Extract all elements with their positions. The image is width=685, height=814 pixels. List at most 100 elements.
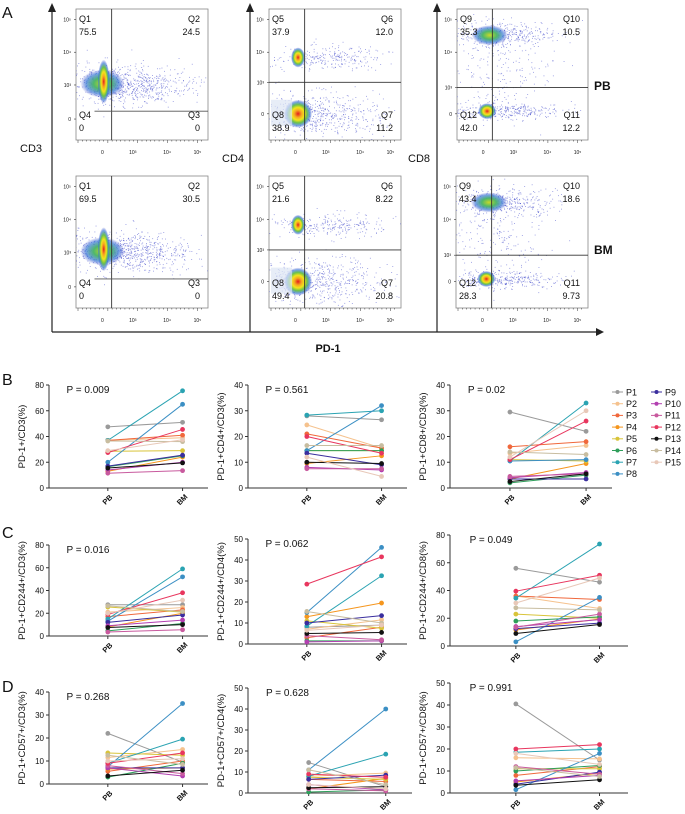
y-axis-label: PD-1+/CD3(%)	[17, 405, 28, 469]
data-point	[583, 439, 589, 445]
data-point	[583, 476, 589, 482]
series-line	[107, 599, 183, 614]
series-line	[308, 769, 386, 786]
data-point	[304, 581, 310, 587]
quadrant-name: Q10	[563, 14, 580, 24]
y-tick-label: 0	[40, 780, 45, 789]
quadrant-name: Q12	[459, 278, 476, 288]
series-line	[515, 607, 600, 611]
y-tick-label: 0	[239, 484, 244, 493]
x-tick-label: 10⁴	[356, 318, 364, 324]
y-axis-label: PD-1+CD4+/CD3(%)	[216, 392, 227, 480]
series-line	[509, 459, 587, 462]
series-P14	[306, 767, 389, 787]
line-chart-D1: 0 10 20 30 40 PB BM PD-1+CD57+/CD3(%) P = 0.268	[17, 688, 208, 803]
quadrant-value: 49.4	[272, 291, 290, 301]
series-P3	[507, 439, 589, 450]
y-axis-label: PD-1+CD57+/CD8(%)	[418, 691, 429, 784]
y-tick-label: 10³	[257, 80, 265, 86]
data-point	[180, 747, 185, 752]
data-point	[379, 637, 384, 643]
series-P15	[105, 597, 185, 616]
series-line	[306, 631, 382, 634]
series-P15	[306, 782, 389, 792]
series-P7	[105, 736, 185, 766]
quadrant-name: Q7	[381, 278, 393, 288]
x-tick-label: 10⁵	[574, 318, 582, 324]
line-chart-B3: 0 10 20 30 40 PB BM PD-1+CD8+/CD3(%) P = 0.02	[418, 381, 612, 507]
legend-item-P7: P7	[612, 458, 637, 468]
quadrant-value: 0	[79, 123, 84, 133]
series-line	[515, 752, 600, 765]
quadrant-name: Q12	[460, 110, 477, 120]
flow-y-label-cd4: CD4	[222, 153, 244, 165]
y-tick-label: 40	[35, 433, 44, 442]
data-point	[597, 617, 602, 623]
y-tick-label: 20	[35, 609, 44, 618]
x-tick-label: BM	[175, 492, 190, 507]
data-point	[180, 566, 185, 572]
data-point	[507, 474, 513, 479]
quadrant-name: Q5	[272, 181, 284, 191]
x-tick-label: PB	[301, 797, 315, 811]
y-tick-label: 40	[35, 688, 44, 697]
quadrant-name: Q4	[79, 278, 91, 288]
series-line	[515, 765, 600, 772]
legend-label: P5	[626, 434, 637, 444]
legend-marker	[615, 460, 620, 465]
legend-label: P15	[665, 458, 681, 468]
y-tick-label: 40	[234, 556, 243, 565]
series-P8	[105, 401, 185, 465]
series-P15	[105, 437, 185, 454]
flow-plot-1: Q1 75.5 Q2 24.5 Q4 0 Q3 0 0 10³ 10⁴ 10⁵ 10⁵ 10⁴ 10³ 0	[63, 8, 209, 156]
series-P15	[513, 751, 602, 767]
series-line	[306, 410, 382, 416]
x-tick-label: PB	[509, 650, 523, 664]
y-tick-label: 80	[35, 381, 44, 390]
series-line	[509, 473, 587, 483]
flow-plot-5: Q5 21.6 Q6 8.22 Q8 49.4 Q7 20.8 0 10³ 10⁴ 10⁵ 10⁵ 10⁴…	[256, 175, 402, 324]
series-line	[107, 765, 183, 775]
data-point	[513, 624, 519, 630]
series-line	[107, 738, 183, 764]
series-P11	[304, 466, 384, 472]
legend-label: P6	[626, 446, 637, 456]
data-point	[379, 443, 384, 448]
data-point	[597, 579, 602, 585]
data-point	[105, 758, 111, 764]
data-point	[507, 409, 513, 415]
data-point	[383, 782, 389, 787]
quadrant-value: 43.4	[459, 194, 477, 204]
series-P13	[105, 622, 185, 630]
data-point	[379, 630, 384, 635]
line-chart-C2: 0 10 20 30 40 50 PB BM PD-1+CD244+/CD4(%) P = 0.0…	[216, 535, 407, 663]
legend-label: P8	[626, 469, 637, 479]
y-tick-label: 20	[234, 747, 243, 756]
data-point	[105, 603, 111, 609]
legend-label: P12	[665, 422, 681, 432]
series-line	[308, 777, 386, 790]
series-P14	[105, 603, 185, 614]
data-point	[513, 605, 519, 611]
data-point	[513, 639, 519, 645]
series-line	[308, 784, 386, 790]
y-tick-label: 30	[234, 577, 243, 586]
series-P11	[105, 468, 185, 476]
y-tick-label: 0	[449, 112, 452, 118]
quadrant-name: Q9	[460, 14, 472, 24]
density-blob	[97, 59, 110, 104]
arrow-up-icon	[48, 3, 56, 12]
series-P1	[513, 565, 602, 585]
data-point	[513, 778, 519, 784]
legend-marker	[615, 448, 620, 453]
quadrant-value: 0	[195, 123, 200, 133]
data-point	[513, 782, 519, 788]
data-point	[583, 457, 589, 463]
p-value-annotation: P = 0.062	[265, 539, 308, 550]
y-tick-label: 10⁴	[256, 218, 264, 224]
data-point	[513, 701, 519, 707]
data-point	[105, 438, 111, 444]
quadrant-name: Q5	[272, 14, 284, 24]
series-line	[306, 456, 382, 477]
